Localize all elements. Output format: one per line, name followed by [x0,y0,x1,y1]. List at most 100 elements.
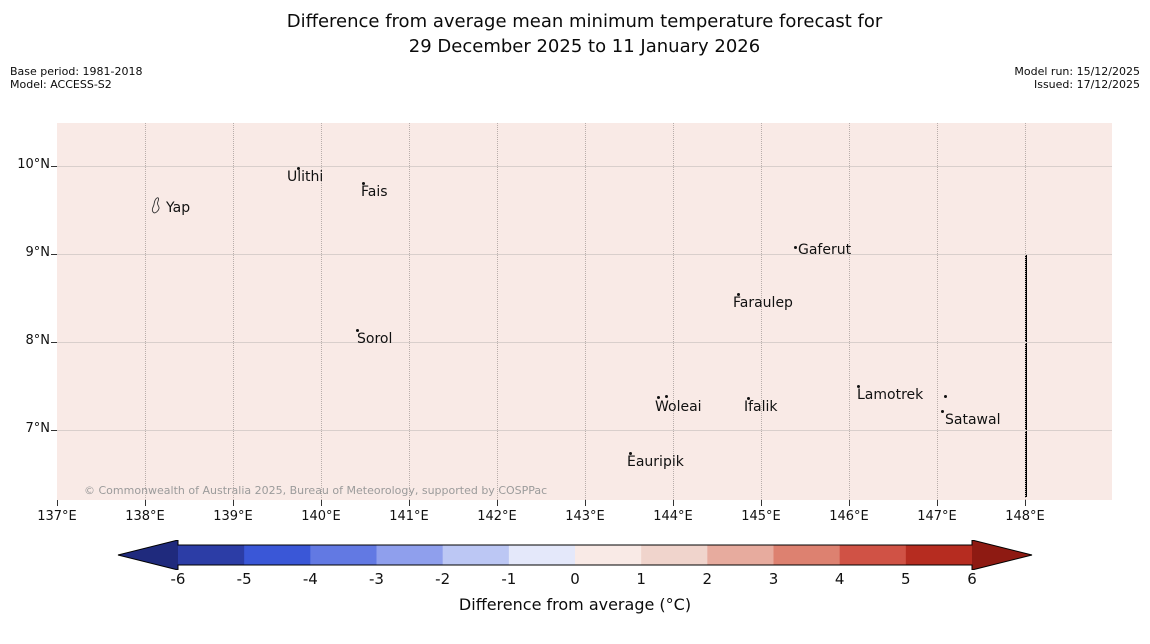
place-marker-dot [297,167,300,170]
model-label: Model: ACCESS-S2 [10,78,112,91]
place-marker-dot [794,246,797,249]
longitude-gridline [233,123,234,500]
longitude-tick-label: 147°E [917,509,957,524]
colorbar-segment [442,545,510,565]
colorbar-tick-label: -4 [302,570,318,588]
place-label: Yap [166,200,191,216]
colorbar-right-arrow [972,540,1032,570]
longitude-tick-label: 146°E [829,509,869,524]
longitude-gridline [497,123,498,500]
place-label: Sorol [357,331,393,347]
longitude-tick-label: 139°E [213,509,253,524]
place-marker-dot [362,182,365,185]
colorbar-segment [707,545,775,565]
latitude-tick-label: 9°N [25,245,51,260]
colorbar-tick-label: 6 [967,570,977,588]
longitude-gridline [761,123,762,500]
colorbar-segment [376,545,444,565]
page-title-line1: Difference from average mean minimum tem… [286,11,883,32]
place-marker-dot [944,395,947,398]
longitude-gridline [321,123,322,500]
longitude-gridline [585,123,586,500]
place-label: Lamotrek [857,387,924,403]
longitude-tick-mark [1025,500,1026,506]
longitude-tick-mark [761,500,762,506]
region-boundary-line [1025,254,1027,497]
colorbar-segment [905,545,973,565]
colorbar-tick-label: -1 [501,570,517,588]
place-marker-dot [629,452,632,455]
colorbar-tick-label: 4 [834,570,845,588]
longitude-gridline [145,123,146,500]
colorbar-tick-label: 2 [702,570,713,588]
place-marker-dot [665,395,668,398]
longitude-tick-mark [937,500,938,506]
place-label: Gaferut [798,242,852,258]
place-marker-dot [747,397,750,400]
place-label: Faraulep [733,295,793,311]
longitude-tick-label: 138°E [125,509,165,524]
longitude-tick-mark [321,500,322,506]
map-plot-area: © Commonwealth of Australia 2025, Bureau… [57,123,1112,500]
colorbar-tick-label: 1 [636,570,646,588]
place-marker-dot [737,293,740,296]
base-period-label: Base period: 1981-2018 [10,65,143,78]
copyright-text: © Commonwealth of Australia 2025, Bureau… [84,484,548,497]
colorbar-segment [839,545,907,565]
colorbar-segment [178,545,245,565]
page-title-line2: 29 December 2025 to 11 January 2026 [408,36,761,57]
longitude-tick-mark [585,500,586,506]
longitude-tick-label: 141°E [389,509,429,524]
longitude-tick-label: 143°E [565,509,605,524]
longitude-tick-mark [673,500,674,506]
latitude-gridline [57,342,1112,343]
issued-label: Issued: 17/12/2025 [1033,78,1140,91]
yap-island-outline-icon [149,196,164,214]
longitude-tick-mark [409,500,410,506]
longitude-gridline [849,123,850,500]
colorbar-tick-label: -5 [236,570,252,588]
longitude-tick-mark [145,500,146,506]
longitude-tick-label: 148°E [1005,509,1045,524]
place-marker-dot [941,410,944,413]
place-label: Fais [361,184,388,200]
longitude-tick-label: 144°E [653,509,693,524]
colorbar-tick-label: 5 [901,570,911,588]
place-marker-dot [356,329,359,332]
longitude-tick-mark [233,500,234,506]
meta-right: Model run: 15/12/2025 Issued: 17/12/2025 [1014,65,1140,91]
colorbar-tick-label: -6 [170,570,186,588]
place-label: Ulithi [287,169,324,185]
colorbar-segment [508,545,576,565]
latitude-gridline [57,254,1112,255]
longitude-tick-label: 142°E [477,509,517,524]
latitude-gridline [57,430,1112,431]
colorbar [117,540,1033,570]
longitude-tick-mark [57,500,58,506]
longitude-tick-label: 140°E [301,509,341,524]
latitude-tick-label: 10°N [17,157,50,172]
colorbar-outline [117,540,1033,570]
colorbar-segment [641,545,708,565]
colorbar-segment [773,545,841,565]
latitude-tick-label: 7°N [25,421,51,436]
longitude-gridline [937,123,938,500]
place-marker-dot [657,396,660,399]
colorbar-tick-label: -2 [435,570,451,588]
longitude-tick-label: 137°E [37,509,77,524]
colorbar-tick-label: -3 [369,570,384,588]
longitude-tick-mark [849,500,850,506]
colorbar-segment [310,545,378,565]
place-label: Satawal [945,412,1001,428]
place-label: Ifalik [744,399,778,415]
colorbar-segment [244,545,311,565]
colorbar-segment [575,545,642,565]
colorbar-tick-label: 0 [570,570,580,588]
meta-left: Base period: 1981-2018 Model: ACCESS-S2 [10,65,142,91]
page-title: Difference from average mean minimum tem… [57,9,1112,59]
latitude-tick-label: 8°N [25,333,51,348]
longitude-gridline [409,123,410,500]
latitude-gridline [57,166,1112,167]
colorbar-left-arrow [118,540,178,570]
